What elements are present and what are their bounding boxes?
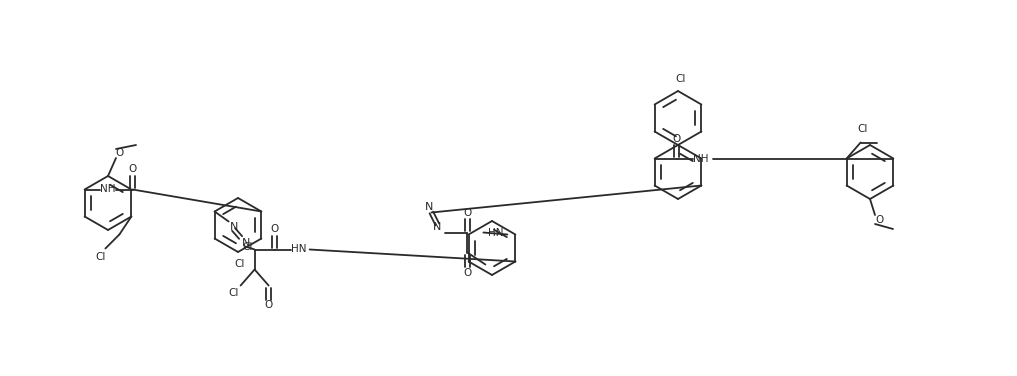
Text: NH: NH <box>100 185 115 194</box>
Text: O: O <box>116 148 124 158</box>
Text: O: O <box>271 224 279 235</box>
Text: HN: HN <box>291 244 306 255</box>
Text: N: N <box>241 238 250 247</box>
Text: Cl: Cl <box>235 259 245 269</box>
Text: O: O <box>464 267 472 277</box>
Text: Cl: Cl <box>676 74 686 84</box>
Text: Cl: Cl <box>242 241 252 252</box>
Text: HN: HN <box>487 227 503 238</box>
Text: N: N <box>230 221 238 232</box>
Text: N: N <box>433 223 441 232</box>
Text: O: O <box>672 133 680 144</box>
Text: Cl: Cl <box>229 288 239 299</box>
Text: Cl: Cl <box>96 252 106 261</box>
Text: O: O <box>464 208 472 217</box>
Text: O: O <box>875 215 883 225</box>
Text: Cl: Cl <box>857 123 868 133</box>
Text: O: O <box>264 300 273 311</box>
Text: N: N <box>425 203 433 212</box>
Text: O: O <box>128 165 136 174</box>
Text: NH: NH <box>693 153 709 164</box>
